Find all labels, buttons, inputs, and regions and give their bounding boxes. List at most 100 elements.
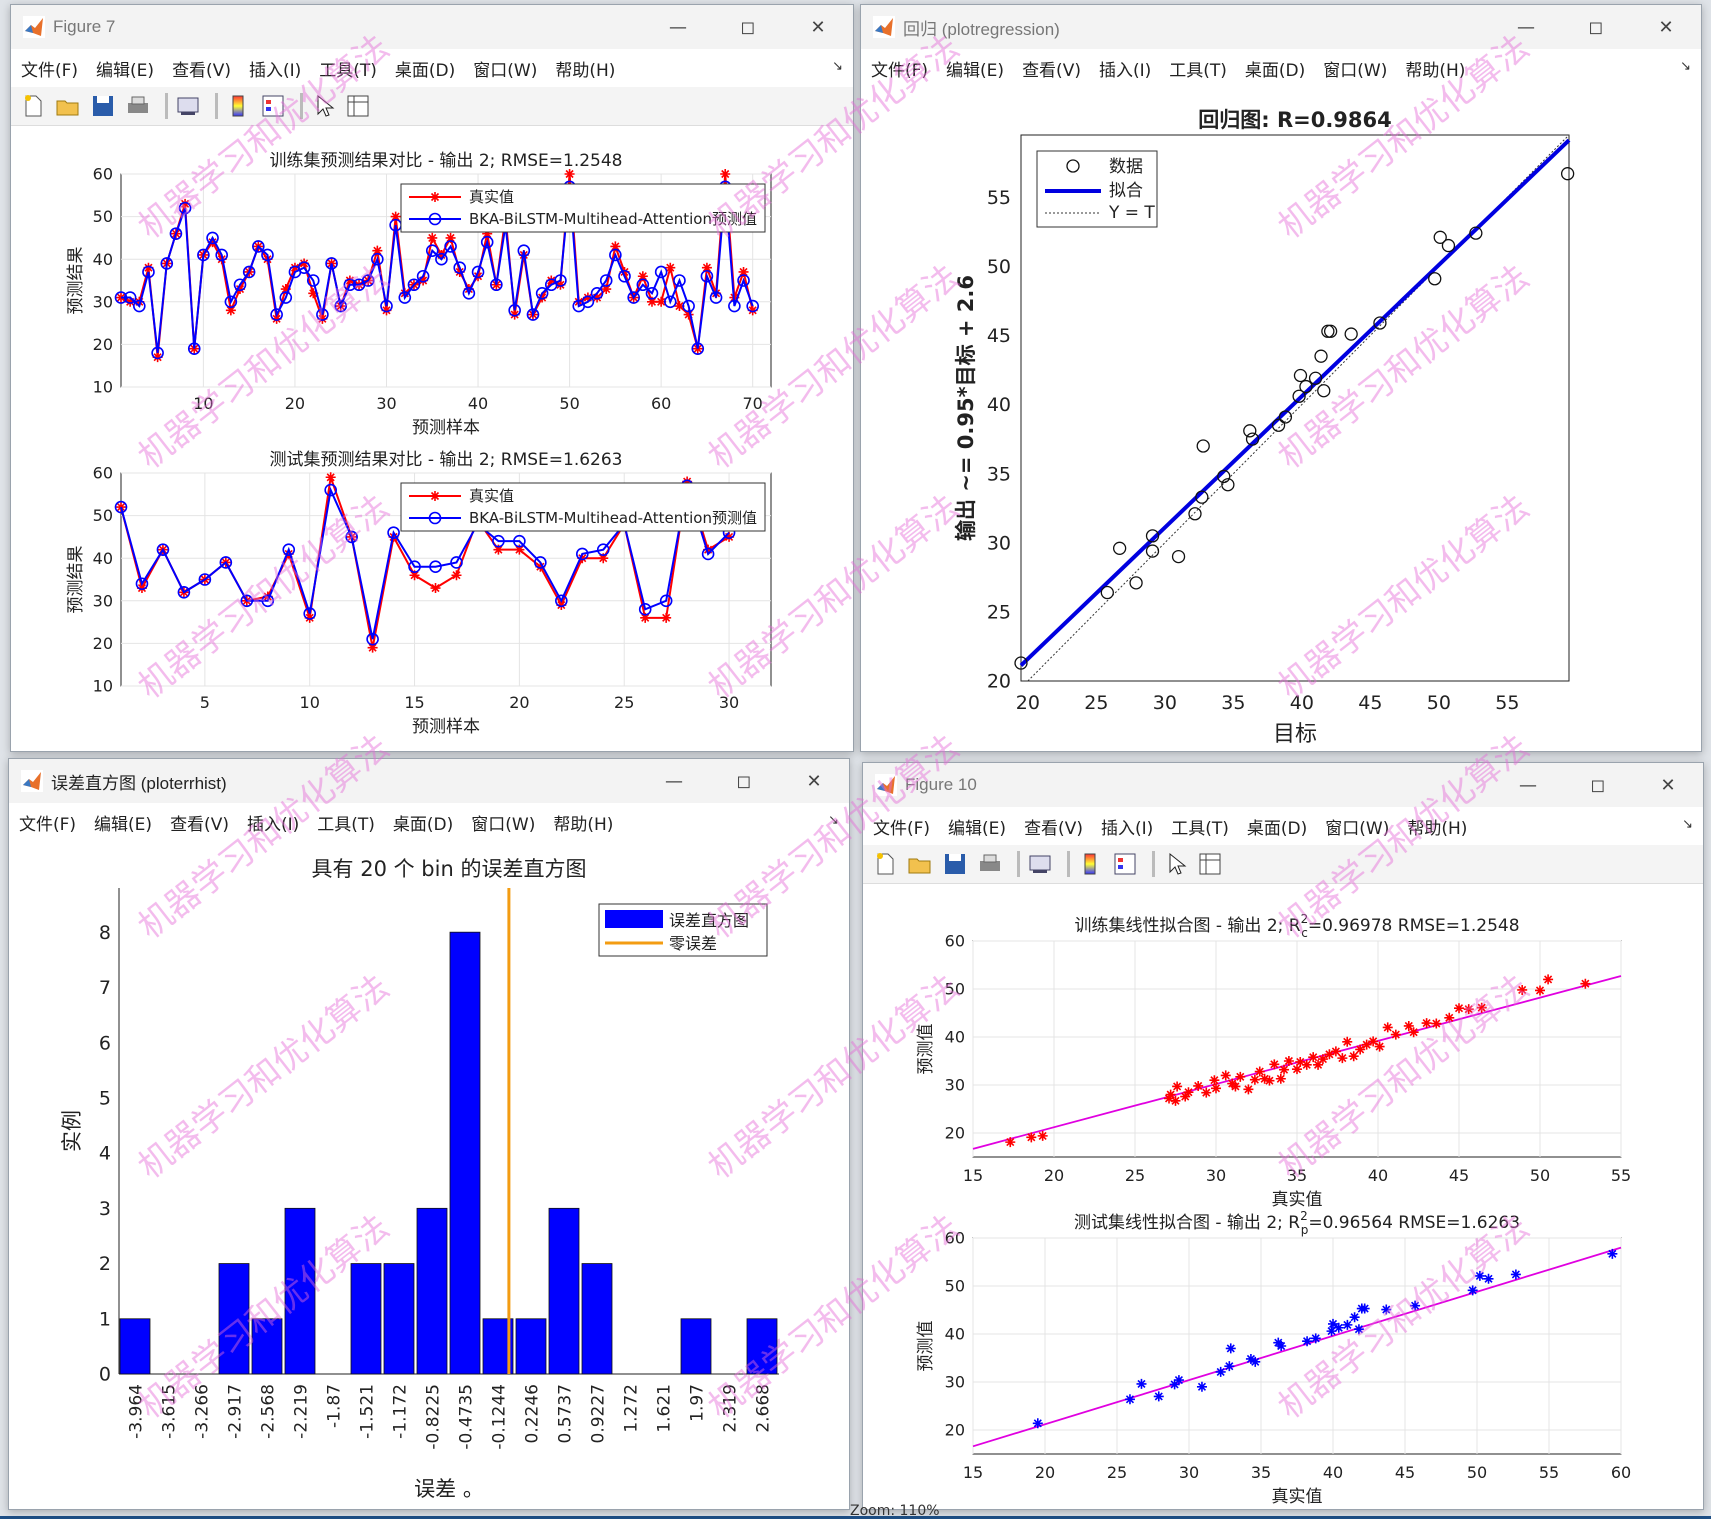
legend-marker [428,511,442,525]
predicted-marker [526,308,540,321]
dock-arrow-icon[interactable]: ↘ [1682,817,1693,832]
dock-arrow-icon[interactable]: ↘ [1680,59,1691,74]
figure10-window[interactable]: Figure 10 — ◻ ✕ 文件(F) 编辑(E) 查看(V) 插入(I) … [862,762,1704,1510]
predicted-marker [380,299,393,313]
link-plot-icon[interactable] [1026,850,1054,878]
minimize-icon[interactable]: — [669,16,687,38]
menu-view[interactable]: 查看(V) [1024,818,1083,839]
open-file-icon[interactable] [906,850,934,878]
menu-insert[interactable]: 插入(I) [1100,818,1154,839]
menu-desktop[interactable]: 桌面(D) [392,814,454,835]
data-point [1342,1036,1353,1047]
save-icon[interactable] [941,850,969,878]
link-plot-icon[interactable] [174,92,202,120]
property-inspector-icon[interactable] [344,92,372,120]
menu-help[interactable]: 帮助(H) [1405,60,1466,81]
maximize-icon[interactable]: ◻ [1588,16,1604,38]
menu-window[interactable]: 窗口(W) [1325,818,1390,839]
data-point [1145,544,1160,558]
menu-desktop[interactable]: 桌面(D) [394,60,456,81]
minimize-icon[interactable]: — [1517,16,1535,38]
predicted-marker [270,308,283,321]
open-file-icon[interactable] [54,92,82,120]
menu-file[interactable]: 文件(F) [871,60,929,81]
print-icon[interactable] [976,850,1004,878]
menu-insert[interactable]: 插入(I) [1098,60,1152,81]
save-icon[interactable] [89,92,117,120]
data-point [1209,1075,1220,1086]
x-tick-label: 0.2246 [523,1384,543,1443]
chart-title: 回归图: R=0.9864 [1198,108,1392,132]
menu-window[interactable]: 窗口(W) [473,60,538,81]
menu-view[interactable]: 查看(V) [172,60,231,81]
menu-insert[interactable]: 插入(I) [248,60,302,81]
figure7-canvas[interactable]: 训练集预测结果对比 - 输出 2; RMSE=1.2548 10 20 30 40 50 6… [11,126,853,751]
pointer-icon[interactable] [1161,850,1189,878]
figure7-window[interactable]: Figure 7 — ◻ ✕ 文件(F) 编辑(E) 查看(V) 插入(I) 工… [10,4,854,752]
menu-edit[interactable]: 编辑(E) [948,818,1007,839]
data-point [1153,1391,1164,1402]
legend-swatch [605,910,663,928]
x-tick-label: 30 [376,394,396,413]
menu-tools[interactable]: 工具(T) [319,60,377,81]
menu-view[interactable]: 查看(V) [1022,60,1081,81]
data-point [1100,585,1114,600]
menu-edit[interactable]: 编辑(E) [946,60,1005,81]
pointer-icon[interactable] [309,92,337,120]
dock-arrow-icon[interactable]: ↘ [832,59,843,74]
colorbar-icon[interactable] [1076,850,1104,878]
figure10-canvas[interactable]: 训练集线性拟合图 - 输出 2; R2 c=0.96978 RMSE=1.2548… [863,884,1703,1509]
regression-canvas[interactable]: 回归图: R=0.9864 20 25 30 35 40 45 50 55 20 25 30 35 40 4… [861,87,1701,751]
legend-icon[interactable] [1111,850,1139,878]
menu-window[interactable]: 窗口(W) [1323,60,1388,81]
close-icon[interactable]: ✕ [1660,774,1676,796]
data-point [1483,1273,1494,1284]
menu-edit[interactable]: 编辑(E) [94,814,153,835]
data-point [1359,1303,1370,1314]
minimize-icon[interactable]: — [1519,774,1537,796]
close-icon[interactable]: ✕ [1658,16,1674,38]
print-icon[interactable] [124,92,152,120]
predicted-marker [534,556,547,569]
menu-view[interactable]: 查看(V) [170,814,229,835]
menu-tools[interactable]: 工具(T) [1169,60,1227,81]
property-inspector-icon[interactable] [1196,850,1224,878]
x-tick-label: 15 [963,1463,983,1482]
y-axis-label: 预测值 [916,1321,936,1372]
regression-window[interactable]: 回归 (plotregression) — ◻ ✕ 文件(F) 编辑(E) 查看… [860,4,1702,752]
menu-edit[interactable]: 编辑(E) [96,60,155,81]
maximize-icon[interactable]: ◻ [736,770,752,792]
title-bar[interactable]: Figure 10 — ◻ ✕ [863,763,1703,807]
title-bar[interactable]: Figure 7 — ◻ ✕ [11,5,853,49]
menu-help[interactable]: 帮助(H) [1407,818,1468,839]
title-bar[interactable]: 误差直方图 (ploterrhist) — ◻ ✕ [9,759,849,803]
true-value-marker [225,305,236,316]
menu-tools[interactable]: 工具(T) [1171,818,1229,839]
menu-desktop[interactable]: 桌面(D) [1246,818,1308,839]
maximize-icon[interactable]: ◻ [740,16,756,38]
maximize-icon[interactable]: ◻ [1590,774,1606,796]
menu-help[interactable]: 帮助(H) [553,814,614,835]
menu-file[interactable]: 文件(F) [19,814,77,835]
new-figure-icon[interactable] [19,92,47,120]
true-value-marker [372,245,383,256]
menu-file[interactable]: 文件(F) [873,818,931,839]
minimize-icon[interactable]: — [665,770,683,792]
menu-insert[interactable]: 插入(I) [246,814,300,835]
close-icon[interactable]: ✕ [810,16,826,38]
close-icon[interactable]: ✕ [806,770,822,792]
menu-help[interactable]: 帮助(H) [555,60,616,81]
error-histogram-window[interactable]: 误差直方图 (ploterrhist) — ◻ ✕ 文件(F) 编辑(E) 查看… [8,758,850,1510]
menu-file[interactable]: 文件(F) [21,60,79,81]
colorbar-icon[interactable] [224,92,252,120]
data-point [1408,1027,1419,1038]
menu-desktop[interactable]: 桌面(D) [1244,60,1306,81]
dock-arrow-icon[interactable]: ↘ [828,813,839,828]
title-bar[interactable]: 回归 (plotregression) — ◻ ✕ [861,5,1701,49]
chart-title: 测试集预测结果对比 - 输出 2; RMSE=1.6263 [269,450,622,470]
new-figure-icon[interactable] [871,850,899,878]
legend-icon[interactable] [259,92,287,120]
menu-tools[interactable]: 工具(T) [317,814,375,835]
menu-window[interactable]: 窗口(W) [471,814,536,835]
